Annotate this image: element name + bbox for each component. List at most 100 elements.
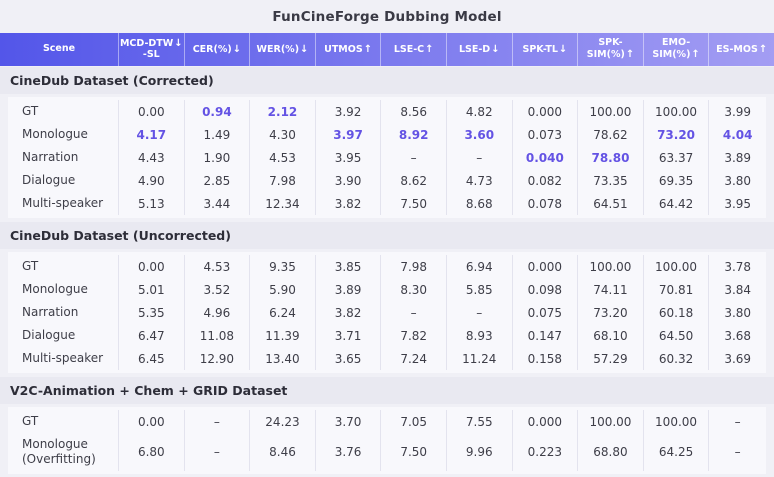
value-cell: 9.96 <box>445 433 512 471</box>
value-cell: 73.35 <box>577 169 643 192</box>
value-cell: 13.40 <box>249 347 315 370</box>
value-cell: 2.85 <box>183 169 250 192</box>
value-cell: 24.23 <box>249 410 315 433</box>
value-cell: – <box>183 433 250 471</box>
sort-down-arrow-icon: ↓ <box>300 43 309 55</box>
scene-cell: GT <box>22 104 39 118</box>
column-header-label: SPK-SIM(%)↑ <box>586 37 635 60</box>
value-cell: 0.000 <box>511 410 578 433</box>
column-header-lse-d: LSE-D↓ <box>445 33 512 66</box>
column-header-label: WER(%)↓ <box>256 43 309 55</box>
value-cell: 3.52 <box>183 278 250 301</box>
sort-down-arrow-icon: ↓ <box>558 43 568 55</box>
value-cell: 57.29 <box>577 347 643 370</box>
value-cell: 0.075 <box>511 301 578 324</box>
value-cell: 64.50 <box>642 324 709 347</box>
column-header-label: MCD-DTW↓ <box>119 38 183 50</box>
value-cell: – <box>183 410 250 433</box>
table-row: Multi-speaker 5.13 3.44 12.34 3.82 7.50 8.68 0.… <box>8 192 766 215</box>
value-cell: 7.05 <box>380 410 446 433</box>
value-cell: 68.10 <box>577 324 643 347</box>
scene-cell: Monologue (Overfitting) <box>22 437 96 466</box>
value-cell: 8.93 <box>445 324 512 347</box>
value-cell: 6.24 <box>249 301 315 324</box>
scene-cell: GT <box>22 259 39 273</box>
column-header-label: UTMOS↑ <box>324 43 373 55</box>
column-header-label: SPK-TL↓ <box>522 43 568 55</box>
value-cell: 0.040 <box>511 146 578 169</box>
value-cell: 3.99 <box>708 100 766 123</box>
value-cell: 4.04 <box>708 123 766 146</box>
value-cell: 64.42 <box>642 192 709 215</box>
value-cell: 7.24 <box>380 347 446 370</box>
column-header-spk-tl: SPK-TL↓ <box>511 33 578 66</box>
column-header-spk-sim: SPK-SIM(%)↑ <box>577 33 643 66</box>
value-cell: 7.98 <box>380 255 446 278</box>
column-header-label: ES-MOS↑ <box>716 43 768 55</box>
section-data-block-1: GT 0.00 4.53 9.35 3.85 7.98 6.94 0.000 100.00 100… <box>8 252 766 373</box>
column-header-emo-sim: EMO-SIM(%)↑ <box>642 33 709 66</box>
column-header-label: CER(%)↓ <box>192 43 242 55</box>
scene-cell: Monologue <box>22 127 88 141</box>
value-cell: 0.082 <box>511 169 578 192</box>
value-cell: 100.00 <box>642 410 709 433</box>
value-cell: 11.39 <box>249 324 315 347</box>
column-header-label: EMO-SIM(%)↑ <box>652 37 700 60</box>
value-cell: 4.17 <box>118 123 184 146</box>
value-cell: 78.62 <box>577 123 643 146</box>
value-cell: 0.000 <box>511 100 578 123</box>
value-cell: 7.55 <box>445 410 512 433</box>
value-cell: 6.94 <box>445 255 512 278</box>
scene-cell: Narration <box>22 305 79 319</box>
value-cell: 8.30 <box>380 278 446 301</box>
value-cell: 7.50 <box>380 433 446 471</box>
value-cell: 100.00 <box>642 255 709 278</box>
value-cell: 69.35 <box>642 169 709 192</box>
value-cell: 6.45 <box>118 347 184 370</box>
column-header-label: LSE-C↑ <box>393 43 434 55</box>
column-header-wer: WER(%)↓ <box>249 33 315 66</box>
value-cell: 8.92 <box>380 123 446 146</box>
value-cell: 5.90 <box>249 278 315 301</box>
value-cell: 4.73 <box>445 169 512 192</box>
value-cell: 5.35 <box>118 301 184 324</box>
title-bar: FunCineForge Dubbing Model <box>0 0 774 33</box>
sort-up-arrow-icon: ↑ <box>363 43 373 55</box>
sort-up-arrow-icon: ↑ <box>425 43 434 55</box>
column-header-label: LSE-D↓ <box>458 43 500 55</box>
value-cell: 0.00 <box>118 410 184 433</box>
table-row: Monologue 4.17 1.49 4.30 3.97 8.92 3.60 0.073 78… <box>8 123 766 146</box>
value-cell: 3.70 <box>314 410 381 433</box>
scene-cell: Multi-speaker <box>22 196 104 210</box>
value-cell: 3.95 <box>708 192 766 215</box>
value-cell: 4.53 <box>183 255 250 278</box>
value-cell: – <box>380 146 446 169</box>
value-cell: 0.073 <box>511 123 578 146</box>
table-row: Dialogue 6.47 11.08 11.39 3.71 7.82 8.93 0.147 6… <box>8 324 766 347</box>
value-cell: 7.82 <box>380 324 446 347</box>
value-cell: 60.18 <box>642 301 709 324</box>
value-cell: 0.158 <box>511 347 578 370</box>
column-header-cer: CER(%)↓ <box>183 33 250 66</box>
value-cell: 2.12 <box>249 100 315 123</box>
value-cell: 6.80 <box>118 433 184 471</box>
value-cell: 0.94 <box>183 100 250 123</box>
value-cell: 3.44 <box>183 192 250 215</box>
sort-up-arrow-icon: ↑ <box>691 49 700 60</box>
value-cell: 3.95 <box>314 146 381 169</box>
value-cell: 8.62 <box>380 169 446 192</box>
value-cell: 5.85 <box>445 278 512 301</box>
value-cell: 5.01 <box>118 278 184 301</box>
value-cell: 7.50 <box>380 192 446 215</box>
value-cell: 4.90 <box>118 169 184 192</box>
value-cell: 0.223 <box>511 433 578 471</box>
value-cell: 12.90 <box>183 347 250 370</box>
section-heading-0: CineDub Dataset (Corrected) <box>0 67 774 94</box>
value-cell: 3.89 <box>314 278 381 301</box>
column-header-sublabel: -SL <box>142 49 160 60</box>
table-row: Monologue 5.01 3.52 5.90 3.89 8.30 5.85 0.098 74… <box>8 278 766 301</box>
value-cell: 3.80 <box>708 301 766 324</box>
sort-up-arrow-icon: ↑ <box>625 49 635 60</box>
value-cell: 3.60 <box>445 123 512 146</box>
